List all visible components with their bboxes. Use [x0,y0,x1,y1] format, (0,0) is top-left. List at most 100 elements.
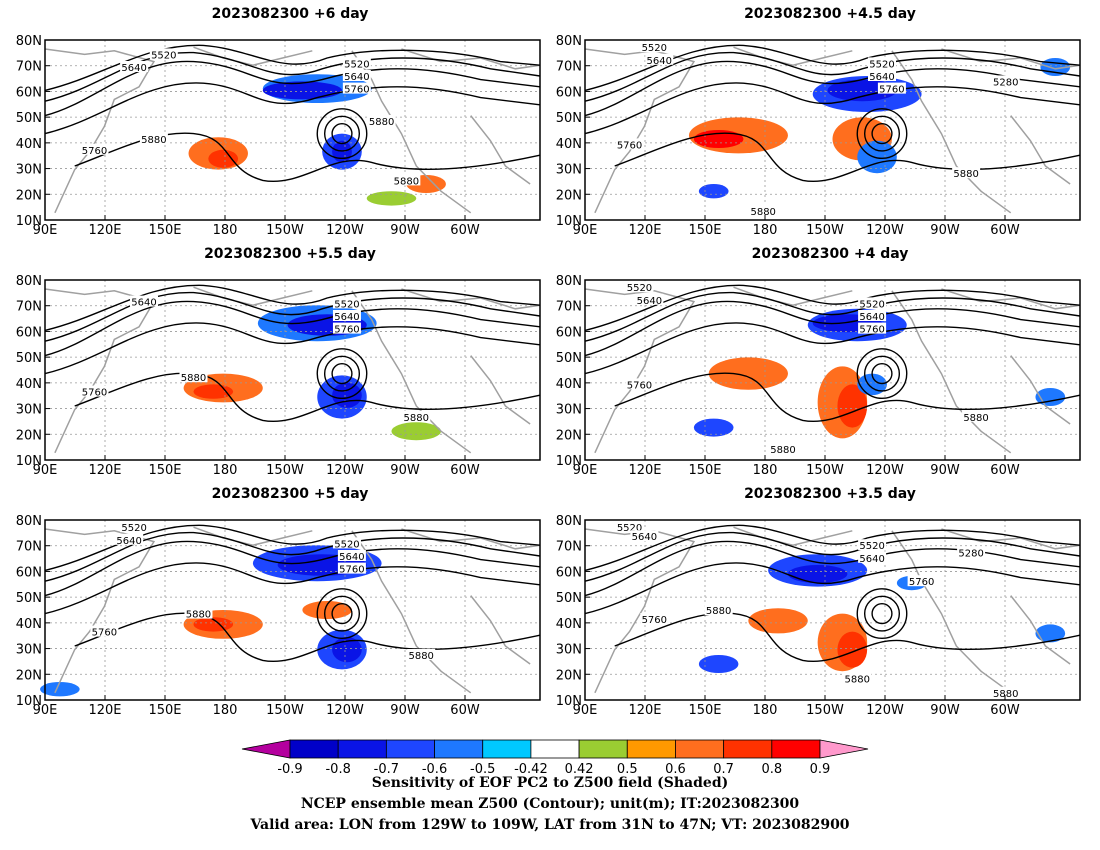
y-tick-label: 40N [556,137,582,152]
caption-line-1: Sensitivity of EOF PC2 to Z500 field (Sh… [371,775,729,791]
x-tick-label: 90W [930,463,960,478]
sensitivity-shade [787,565,848,583]
coastline [584,528,696,694]
svg-text:5760: 5760 [339,565,364,576]
contour-label: 5880 [704,604,733,617]
contour-label: 5280 [957,546,986,559]
y-tick-label: 10N [556,694,582,709]
y-tick-label: 80N [16,514,42,529]
x-tick-label: 150E [148,223,181,238]
y-tick-label: 60N [16,325,42,340]
coastline [584,48,696,214]
height-contour [584,322,1081,375]
height-contour [871,123,893,145]
coastline [470,595,531,665]
svg-text:5520: 5520 [334,299,359,310]
y-tick-label: 70N [16,300,42,315]
y-tick-label: 20N [556,188,582,203]
x-tick-label: 180 [213,223,238,238]
height-contour [323,595,361,632]
height-contour [316,348,368,400]
colorbar-box [385,739,435,759]
height-contour [614,372,1081,423]
contour-label: 5640 [868,70,896,83]
contour-label: 5880 [184,607,213,621]
svg-text:5640: 5640 [859,554,884,565]
x-tick-label: 150W [806,223,844,238]
svg-text:5880: 5880 [181,373,206,384]
x-tick-label: 60W [990,703,1020,718]
svg-text:5880: 5880 [394,176,419,187]
y-tick-label: 10N [16,214,42,229]
colorbar-label: 0.7 [713,762,734,777]
y-tick-label: 40N [556,617,582,632]
sensitivity-shade [391,422,441,441]
y-tick-label: 70N [556,60,582,75]
svg-text:5760: 5760 [82,146,107,157]
svg-text:5520: 5520 [334,539,359,550]
sensitivity-shade [1035,624,1066,643]
x-tick-label: 120E [88,463,121,478]
svg-text:5520: 5520 [617,523,642,534]
svg-text:5640: 5640 [869,72,894,83]
svg-text:5880: 5880 [369,117,394,128]
x-tick-label: 150E [148,703,181,718]
contour-label: 5640 [115,533,144,547]
height-contour [863,355,901,392]
svg-text:5760: 5760 [92,628,117,639]
coastline [193,526,313,546]
x-tick-label: 150W [806,463,844,478]
height-contour [74,612,541,663]
colorbar-label: -0.42 [514,762,548,777]
contour-label: 5760 [615,138,644,151]
x-tick-label: 120W [866,463,904,478]
x-tick-label: 90W [930,223,960,238]
svg-text:5880: 5880 [141,135,166,146]
y-tick-label: 40N [16,377,42,392]
colorbar-box [675,739,725,759]
x-tick-label: 60W [990,463,1020,478]
x-tick-label: 60W [450,463,480,478]
sensitivity-shade [193,384,234,399]
svg-text:5280: 5280 [993,77,1018,88]
coastline [44,288,156,454]
x-tick-label: 120E [628,703,661,718]
height-contour [863,595,901,632]
height-contour [584,60,1081,117]
svg-text:5760: 5760 [82,388,107,399]
contour-label: 5880 [991,686,1020,700]
svg-text:5640: 5640 [121,63,146,74]
sensitivity-shade [332,382,362,408]
x-tick-label: 90E [33,463,58,478]
x-tick-label: 120W [866,223,904,238]
x-tick-label: 150W [806,703,844,718]
svg-text:5640: 5640 [632,532,657,543]
svg-text:5520: 5520 [151,50,176,61]
x-tick-label: 90W [390,223,420,238]
svg-text:5520: 5520 [642,43,667,54]
plot-frame [584,39,1081,221]
contour-label: 5880 [402,410,431,424]
colorbar-box [337,739,387,759]
svg-text:5760: 5760 [642,615,667,626]
x-tick-label: 120E [628,223,661,238]
x-tick-label: 60W [450,223,480,238]
contour-label: 5640 [332,310,361,323]
contour-label: 5640 [858,310,887,323]
colorbar-box [771,739,821,759]
contour-label: 5640 [635,293,664,307]
svg-text:5880: 5880 [770,445,795,456]
sensitivity-shade [698,184,729,199]
sensitivity-shade [698,655,739,673]
coastline [584,288,696,454]
svg-text:5640: 5640 [116,536,141,547]
contour-label: 5520 [120,521,149,534]
y-tick-label: 80N [556,34,582,49]
coastline [891,530,1012,694]
height-contour [316,588,368,640]
coastline [1010,595,1071,665]
y-tick-label: 50N [16,351,42,366]
sensitivity-shade [208,149,239,168]
contour-label: 5880 [952,167,981,180]
contour-label: 5760 [80,385,109,399]
